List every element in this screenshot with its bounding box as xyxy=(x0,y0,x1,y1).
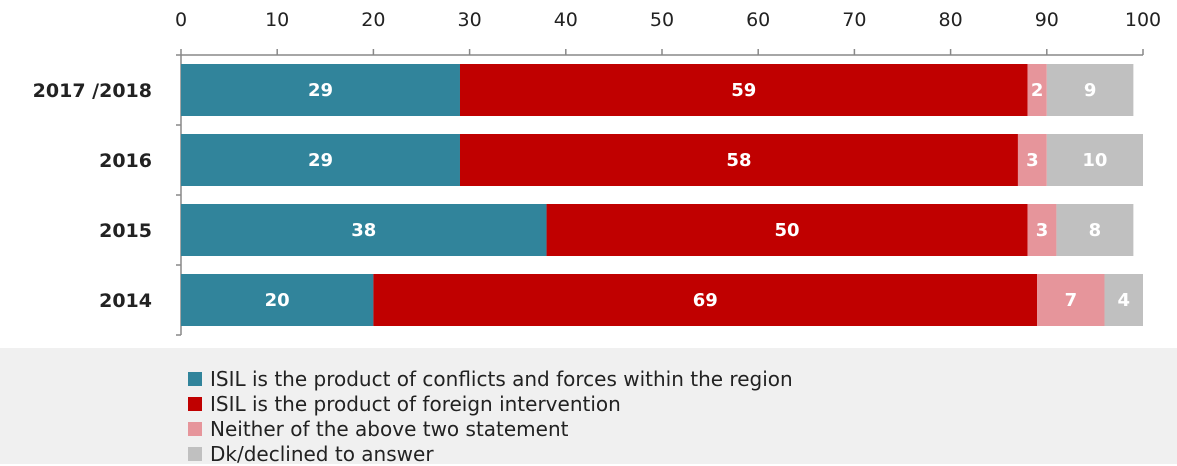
data-label: 8 xyxy=(1089,220,1102,241)
bar-segment xyxy=(181,274,374,326)
legend-item: Dk/declined to answer xyxy=(188,441,793,466)
legend-swatch xyxy=(188,396,202,411)
stacked-bar-chart: 0 10 20 30 40 50 60 70 80 90 100 2017 /20182016201… xyxy=(33,9,1161,336)
data-label: 69 xyxy=(693,290,718,311)
data-label: 20 xyxy=(265,290,290,311)
bar-segment xyxy=(181,64,460,116)
data-label: 29 xyxy=(308,150,333,171)
data-label: 50 xyxy=(775,220,800,241)
bar-segment xyxy=(1027,204,1057,256)
x-tick-label: 20 xyxy=(361,9,385,31)
category-label: 2016 xyxy=(99,150,152,172)
bar-segment xyxy=(1027,64,1047,116)
x-tick-label: 0 xyxy=(175,9,187,31)
bar-segment xyxy=(1046,134,1143,186)
x-tick-label: 60 xyxy=(746,9,770,31)
category-label: 2017 /2018 xyxy=(33,80,152,102)
bar-segment xyxy=(546,204,1028,256)
data-label: 2 xyxy=(1031,80,1044,101)
x-axis: 0 10 20 30 40 50 60 70 80 90 100 xyxy=(175,9,1161,56)
category-label: 2014 xyxy=(99,290,152,312)
data-label: 9 xyxy=(1084,80,1097,101)
x-tick-label: 30 xyxy=(458,9,482,31)
bar-segment xyxy=(1104,274,1143,326)
data-label: 3 xyxy=(1036,220,1049,241)
legend-label: ISIL is the product of conflicts and for… xyxy=(210,366,793,391)
bar-segment xyxy=(181,204,547,256)
bar-segment xyxy=(181,134,460,186)
legend-list: ISIL is the product of conflicts and for… xyxy=(188,366,793,466)
x-tick-label: 10 xyxy=(265,9,289,31)
category-label: 2015 xyxy=(99,220,152,242)
bar-segment xyxy=(1017,134,1047,186)
legend-item: ISIL is the product of conflicts and for… xyxy=(188,366,793,391)
data-label: 10 xyxy=(1082,150,1107,171)
x-tick-label: 40 xyxy=(554,9,578,31)
bar-segment xyxy=(373,274,1038,326)
bar-segment xyxy=(459,64,1028,116)
x-tick-label: 90 xyxy=(1035,9,1059,31)
data-label: 3 xyxy=(1026,150,1039,171)
bar-segment xyxy=(1046,64,1134,116)
legend: ISIL is the product of conflicts and for… xyxy=(0,348,1177,466)
legend-label: ISIL is the product of foreign intervent… xyxy=(210,391,621,416)
data-label: 7 xyxy=(1065,290,1078,311)
x-tick-label: 100 xyxy=(1125,9,1161,31)
bar-segment xyxy=(1037,274,1105,326)
legend-swatch xyxy=(188,446,202,461)
legend-swatch xyxy=(188,421,202,436)
data-label: 59 xyxy=(731,80,756,101)
x-tick-label: 70 xyxy=(842,9,866,31)
x-tick-label: 50 xyxy=(650,9,674,31)
data-label: 29 xyxy=(308,80,333,101)
bar-segment xyxy=(1056,204,1134,256)
data-label: 4 xyxy=(1117,290,1130,311)
legend-item: Neither of the above two statement xyxy=(188,416,793,441)
legend-item: ISIL is the product of foreign intervent… xyxy=(188,391,793,416)
legend-label: Neither of the above two statement xyxy=(210,416,569,441)
data-label: 38 xyxy=(351,220,376,241)
legend-label: Dk/declined to answer xyxy=(210,441,434,466)
legend-swatch xyxy=(188,371,202,386)
y-axis: 2017 /2018 2016 2015 2014 xyxy=(33,54,182,336)
data-label: 58 xyxy=(726,150,751,171)
bar-segment xyxy=(459,134,1018,186)
x-tick-label: 80 xyxy=(939,9,963,31)
